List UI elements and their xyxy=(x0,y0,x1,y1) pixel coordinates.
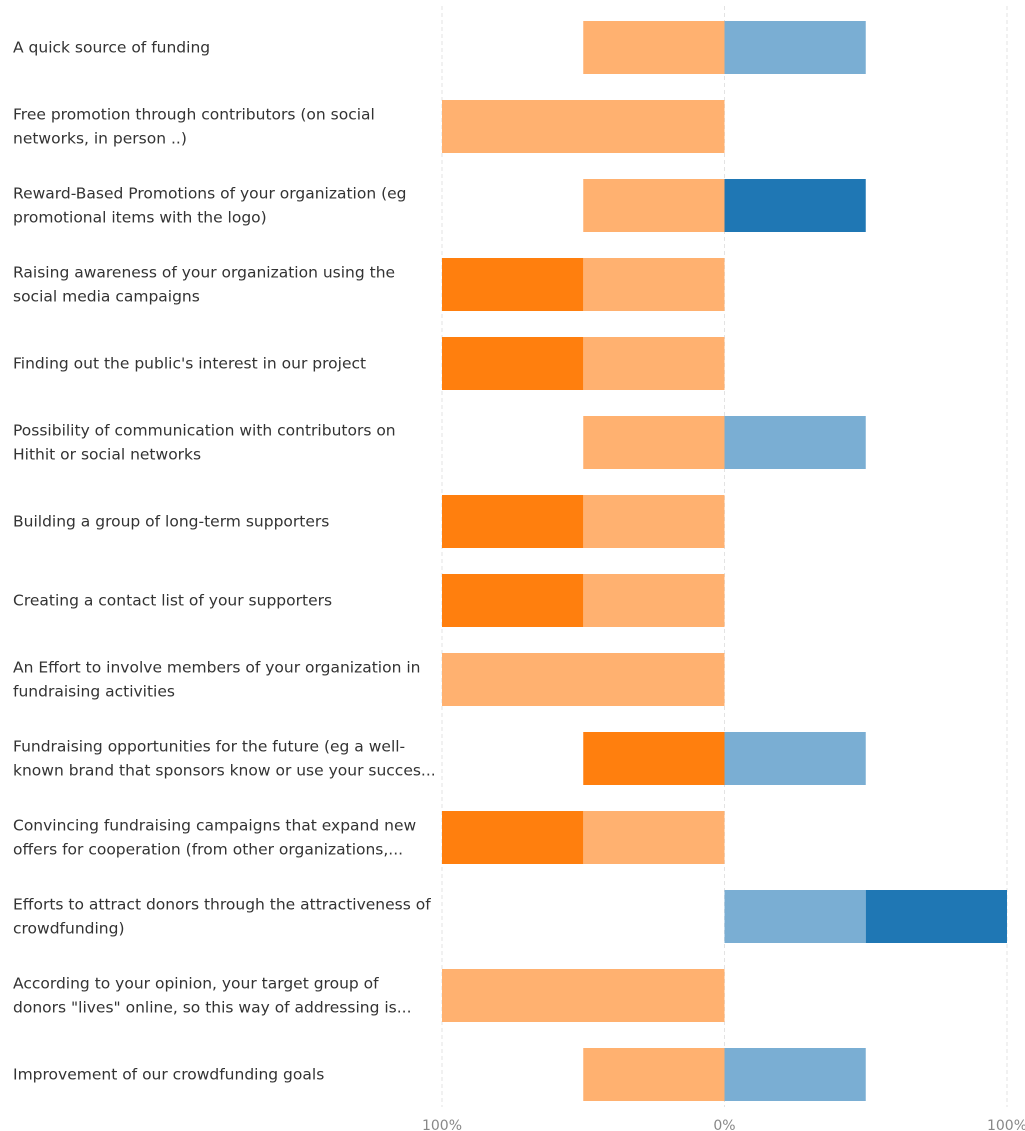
row-label-11: Efforts to attract donors through the at… xyxy=(13,896,431,938)
bar-negative-13 xyxy=(583,1048,725,1101)
row-label-5: Possibility of communication with contri… xyxy=(13,422,396,464)
bar-negative-8 xyxy=(442,653,725,706)
bar-positive-11 xyxy=(724,890,866,943)
bar-negative-5 xyxy=(583,416,725,469)
bar-strong-negative-3 xyxy=(442,258,584,311)
row-label-13: Improvement of our crowdfunding goals xyxy=(13,1066,324,1084)
row-label-10: Convincing fundraising campaigns that ex… xyxy=(13,817,416,859)
row-label-0: A quick source of funding xyxy=(13,39,210,57)
row-label-1: Free promotion through contributors (on … xyxy=(13,106,375,148)
bar-negative-12 xyxy=(442,969,725,1022)
bar-strong-negative-10 xyxy=(442,811,584,864)
bar-strong-negative-7 xyxy=(442,574,584,627)
bar-strong-negative-9 xyxy=(583,732,725,785)
bar-strong-positive-11 xyxy=(865,890,1007,943)
bar-positive-13 xyxy=(724,1048,866,1101)
bar-negative-2 xyxy=(583,179,725,232)
bar-strong-negative-6 xyxy=(442,495,584,548)
row-label-6: Building a group of long-term supporters xyxy=(13,513,329,531)
x-tick-label-right: 100% xyxy=(987,1118,1025,1131)
bar-negative-6 xyxy=(583,495,725,548)
bar-positive-9 xyxy=(724,732,866,785)
bar-negative-4 xyxy=(583,337,725,390)
bar-strong-negative-4 xyxy=(442,337,584,390)
bars xyxy=(442,21,1007,1101)
row-label-8: An Effort to involve members of your org… xyxy=(13,659,420,701)
row-label-3: Raising awareness of your organization u… xyxy=(13,264,395,306)
bar-negative-0 xyxy=(583,21,725,74)
bar-positive-5 xyxy=(724,416,866,469)
x-tick-label-left: 100% xyxy=(422,1118,462,1131)
bar-strong-positive-2 xyxy=(724,179,866,232)
bar-positive-0 xyxy=(724,21,866,74)
bar-negative-1 xyxy=(442,100,725,153)
row-labels: A quick source of funding Free promotion … xyxy=(13,39,436,1084)
bar-negative-10 xyxy=(583,811,725,864)
bar-negative-7 xyxy=(583,574,725,627)
bar-negative-3 xyxy=(583,258,725,311)
row-label-7: Creating a contact list of your supporte… xyxy=(13,592,332,610)
x-tick-label-center: 0% xyxy=(713,1118,735,1131)
row-label-9: Fundraising opportunities for the future… xyxy=(13,738,436,780)
row-label-4: Finding out the public's interest in our… xyxy=(13,355,366,373)
row-label-12: According to your opinion, your target g… xyxy=(13,975,412,1017)
row-label-2: Reward-Based Promotions of your organiza… xyxy=(13,185,407,227)
x-axis-ticks: 100% 0% 100% xyxy=(422,1118,1025,1131)
